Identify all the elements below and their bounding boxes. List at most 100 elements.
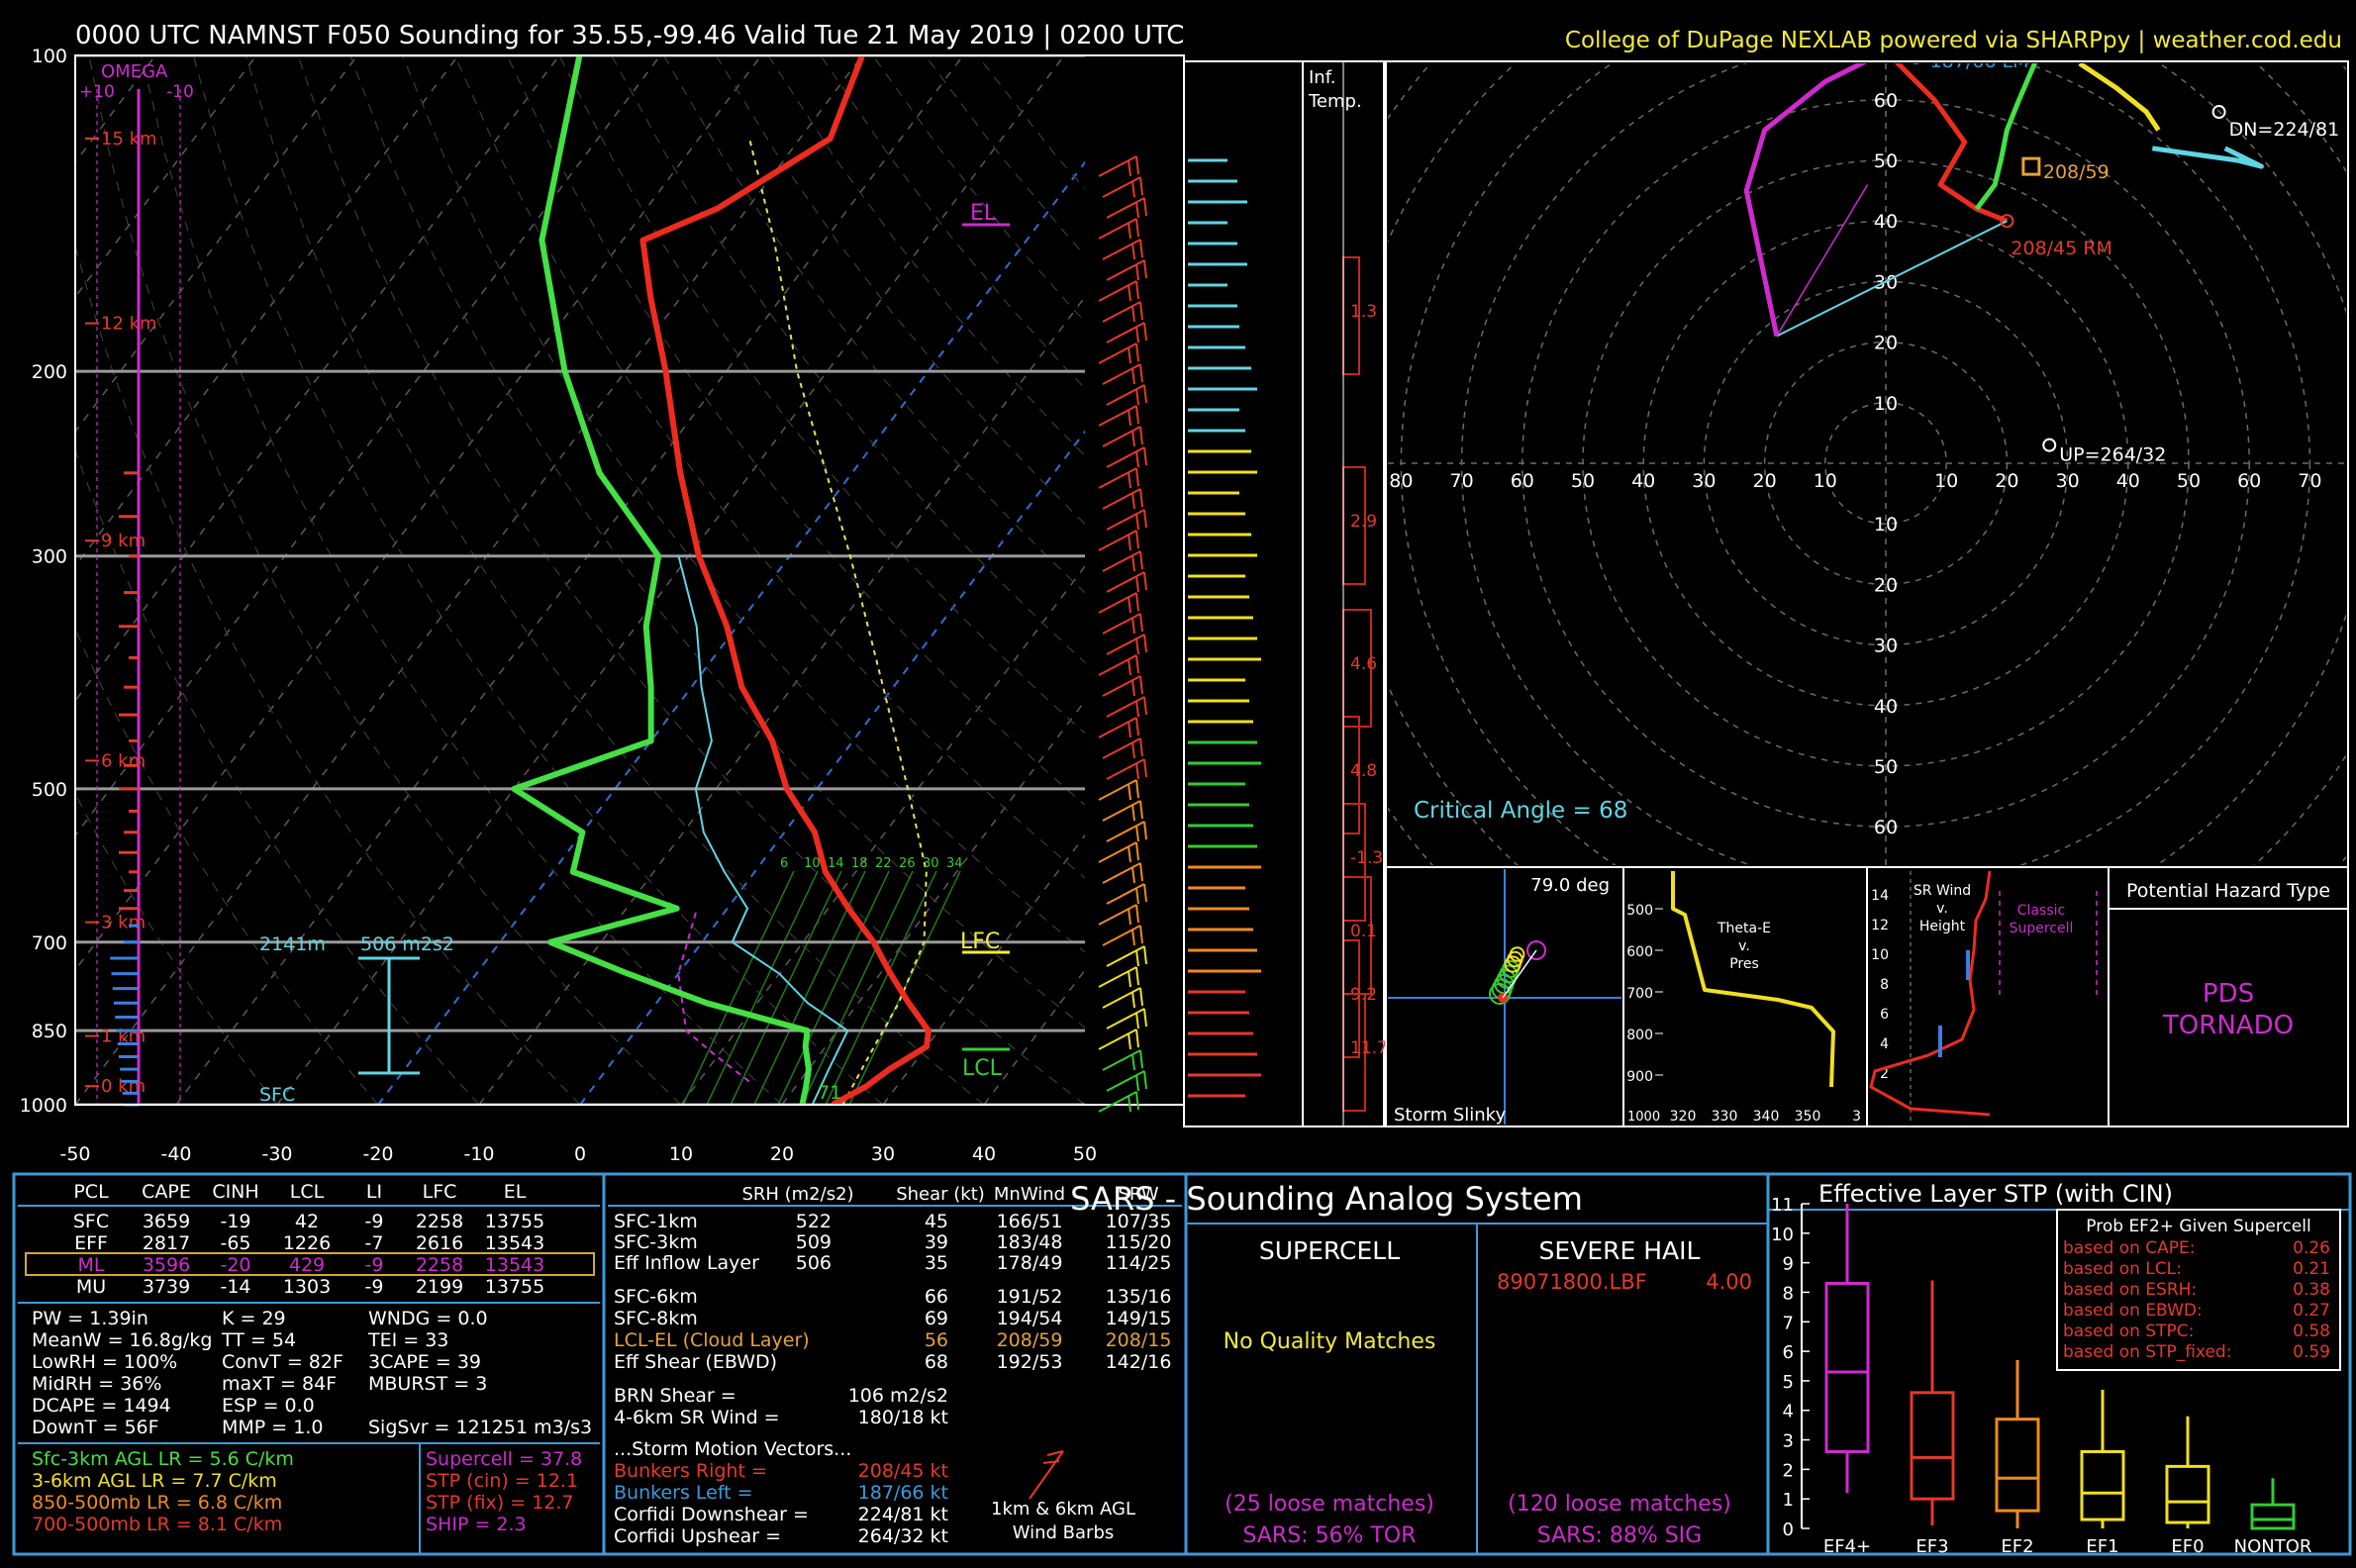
hodograph-ring-label: 20: [1874, 574, 1898, 596]
motion-label: Corfidi Downshear =: [614, 1504, 809, 1525]
kin-srw: 107/35: [1106, 1211, 1172, 1232]
mixing-ratio-label: 14: [828, 856, 844, 871]
wind-barb: [1098, 592, 1137, 614]
srwind-title-3: Height: [1919, 919, 1966, 934]
wind-barb-flag: [1135, 326, 1139, 343]
srwind-title-2: v.: [1936, 901, 1948, 917]
index-value: K = 29: [222, 1308, 286, 1329]
slinky-ring: [1509, 946, 1525, 962]
hodograph-ring-label: 30: [2056, 470, 2080, 492]
index-value: ESP = 0.0: [222, 1395, 315, 1417]
isotherm: [478, 295, 1085, 1105]
wind-barb-flag: [1131, 554, 1135, 572]
height-tick-label: 3 km: [101, 913, 146, 933]
parcel-cell: 3659: [143, 1211, 190, 1232]
kin-srw: 135/16: [1106, 1286, 1172, 1308]
stp-box: [1995, 1418, 2040, 1513]
barb-label-1: 1km & 6km AGL: [991, 1499, 1135, 1519]
wind-barb: [1102, 862, 1141, 884]
srwind-ytick: 6: [1880, 1007, 1889, 1023]
motion-value: 224/81 kt: [858, 1504, 948, 1525]
wind-barb-flag: [1135, 700, 1139, 718]
wind-barb: [1098, 966, 1137, 988]
hodograph-ring-label: 60: [1511, 470, 1534, 492]
freezing-isotherm: [579, 430, 1085, 1105]
sars-no-match: No Quality Matches: [1224, 1329, 1436, 1354]
kin-shear: 69: [925, 1308, 948, 1329]
isotherm: [175, 55, 964, 1105]
wind-barb: [1102, 176, 1141, 198]
omega-left: +10: [79, 82, 115, 102]
wind-barb-flag: [1135, 1074, 1139, 1092]
temperature-tick-label: -10: [463, 1143, 494, 1165]
hodograph-ring-label: 30: [1874, 636, 1898, 657]
parcel-cell: 13543: [485, 1232, 544, 1254]
temperature-tick-label: -40: [160, 1143, 191, 1165]
temperature-tick-label: 30: [871, 1143, 895, 1165]
index-value: MidRH = 36%: [32, 1373, 161, 1395]
lcl-label: LCL: [962, 1056, 1003, 1081]
stp-box: [1910, 1391, 1955, 1501]
storm-motion-label: UP=264/32: [2059, 444, 2166, 466]
thetae-xtick: 330: [1712, 1109, 1738, 1125]
srwind-supercell: Supercell: [2010, 921, 2074, 936]
mixing-ratio-line: [730, 870, 842, 1105]
inflow-vector: [1776, 220, 2008, 338]
wind-barb-flag: [1131, 492, 1135, 510]
eff-srh-label: 506 m2s2: [360, 933, 454, 955]
kin-header: Shear (kt): [896, 1184, 985, 1205]
thetae-ytick: 900: [1626, 1069, 1653, 1085]
thetae-ytick: 800: [1626, 1028, 1653, 1043]
temperature-tick-label: 40: [972, 1143, 996, 1165]
temperature-tick-label: 10: [669, 1143, 693, 1165]
index-value: DownT = 56F: [32, 1417, 159, 1438]
storm-motion-marker: [2000, 214, 2014, 229]
thetae-xtick: 320: [1670, 1109, 1697, 1125]
hodograph-trace-mid: [1894, 63, 2009, 224]
storm-slinky-angle: 79.0 deg: [1530, 875, 1610, 896]
index-value: LowRH = 100%: [32, 1351, 177, 1373]
hazard-line-2: TORNADO: [2162, 1011, 2294, 1040]
storm-motion-label: DN=224/81: [2229, 119, 2340, 141]
hazard-frame: [2108, 866, 2349, 1127]
mixing-ratio-label: 6: [780, 856, 788, 871]
wind-barb-flag: [1135, 949, 1139, 967]
wind-barb-flag: [1135, 887, 1139, 905]
wind-barb-flag: [1135, 155, 1139, 175]
wind-barb: [1106, 509, 1145, 531]
thetae-corner-bot: 1000: [1627, 1110, 1660, 1125]
stp-category-label: EF4+: [1823, 1536, 1871, 1557]
wind-barb-flag: [1139, 1049, 1143, 1069]
hazard-line-1: PDS: [2203, 979, 2254, 1009]
wind-barb-flag: [1131, 1053, 1135, 1071]
index-value: 3CAPE = 39: [368, 1351, 481, 1373]
kin-label: Eff Inflow Layer: [614, 1252, 759, 1274]
motion-label: Bunkers Right =: [614, 1460, 767, 1482]
stp-ytick: 1: [1783, 1490, 1794, 1511]
wind-barb-flag: [1128, 1095, 1131, 1113]
stp-ytick: 11: [1771, 1195, 1794, 1216]
srwind-plot: 14 12 10 8 6 4 2: [1869, 870, 2098, 1125]
sfc-label: SFC: [259, 1084, 295, 1106]
pressure-tick-label: 700: [32, 932, 67, 954]
wind-barb: [1102, 1049, 1141, 1071]
kin-srh: 509: [796, 1231, 832, 1253]
composite-index: Supercell = 37.8: [426, 1448, 582, 1470]
dry-adiabat: [349, 55, 1085, 1029]
storm-slinky: [1388, 869, 1621, 1125]
stp-box-chart: 0 1 2 3 4 5 6 7 8 9 10 11 EF4+ EF3 EF2 EF1 EF0 NONTOR: [1771, 1195, 2311, 1557]
inflow-value: -1.3: [1350, 848, 1383, 868]
stp-box: [2080, 1449, 2125, 1521]
isotherm: [75, 55, 459, 568]
stp-box: [2165, 1464, 2210, 1524]
isotherm: [75, 55, 560, 703]
stp-prob-label: based on EBWD:: [2063, 1301, 2203, 1321]
sars-hail-match: 89071800.LBF: [1497, 1270, 1647, 1294]
stp-category-label: EF2: [2001, 1536, 2033, 1557]
wind-barb: [1106, 571, 1145, 593]
stp-prob-value: 0.27: [2293, 1301, 2330, 1321]
credit-line: College of DuPage NEXLAB powered via SHA…: [1565, 28, 2342, 53]
kin-shear: 68: [925, 1351, 948, 1373]
wind-barb: [1106, 446, 1145, 468]
mixing-ratio-line: [706, 870, 819, 1105]
